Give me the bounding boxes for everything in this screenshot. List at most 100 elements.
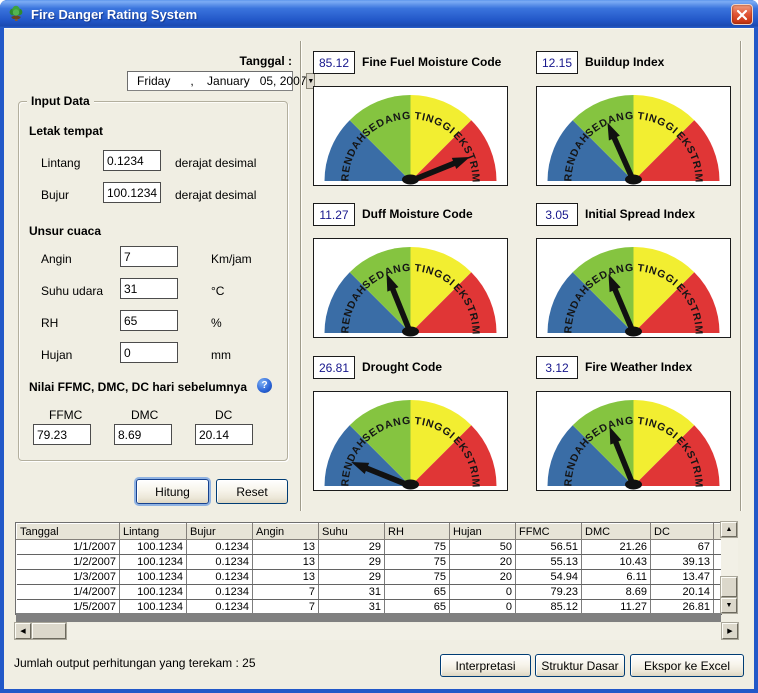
- gauge-title: Buildup Index: [585, 55, 665, 69]
- column-header: FFMC: [515, 523, 582, 540]
- table-header-row: Tanggal Lintang Bujur Angin Suhu RH Hujan FFMC D…: [16, 523, 722, 540]
- ffmc-prev-label: FFMC: [49, 408, 83, 422]
- table-cell: 20: [449, 569, 516, 585]
- location-section-title: Letak tempat: [29, 124, 104, 138]
- table-cell: 1/3/2007: [16, 569, 120, 585]
- table-cell: 0.1234: [186, 599, 253, 615]
- table-row[interactable]: 1/3/2007 100.1234 0.1234 13 29 75 20 54.94 6.11 1…: [16, 569, 722, 585]
- lintang-label: Lintang: [41, 156, 81, 170]
- results-table: Tanggal Lintang Bujur Angin Suhu RH Hujan FFMC D…: [16, 523, 722, 615]
- help-icon[interactable]: ?: [257, 378, 272, 393]
- table-cell: 1/4/2007: [16, 584, 120, 600]
- column-header: Tanggal: [16, 523, 120, 540]
- table-cell: 1/2/2007: [16, 554, 120, 570]
- interpretasi-button[interactable]: Interpretasi: [440, 654, 531, 677]
- table-cell: 100.1234: [119, 539, 187, 555]
- date-picker[interactable]: Friday , January 05, 2007 ▼: [127, 71, 316, 91]
- rh-unit: %: [211, 316, 222, 330]
- hitung-button[interactable]: Hitung: [136, 479, 209, 504]
- gauge-value-box: 85.12: [313, 51, 355, 74]
- gauge-needle: [386, 273, 414, 335]
- table-row[interactable]: 1/2/2007 100.1234 0.1234 13 29 75 20 55.13 10.43…: [16, 554, 722, 570]
- gauge-value-box: 3.05: [536, 203, 578, 226]
- scroll-down-icon[interactable]: ▼: [721, 598, 737, 613]
- table-cell: 21.26: [581, 539, 651, 555]
- ffmc-prev-field[interactable]: [33, 424, 91, 445]
- gauge-sector-rendah: [547, 120, 634, 181]
- scroll-up-icon[interactable]: ▲: [721, 522, 737, 537]
- weather-section-title: Unsur cuaca: [29, 224, 102, 238]
- column-header: Bujur: [186, 523, 253, 540]
- lintang-unit: derajat desimal: [175, 156, 257, 170]
- table-cell: 79.23: [515, 584, 582, 600]
- suhu-field[interactable]: [120, 278, 178, 299]
- gauge-sector-sedang: [349, 247, 411, 333]
- column-header: DC: [650, 523, 714, 540]
- scroll-left-icon[interactable]: ◀: [15, 623, 31, 639]
- table-cell: 6.11: [581, 569, 651, 585]
- gauge-meter: RENDAH SEDANG TINGGI EKSTRIM: [536, 238, 731, 338]
- chevron-down-icon[interactable]: ▼: [306, 73, 316, 89]
- horizontal-scrollbar[interactable]: ◀ ▶: [15, 623, 738, 640]
- table-cell: 0: [449, 599, 516, 615]
- column-header: Angin: [252, 523, 319, 540]
- gauge-needle: [607, 122, 637, 183]
- hujan-field[interactable]: [120, 342, 178, 363]
- scroll-right-icon[interactable]: ▶: [722, 623, 738, 639]
- table-cell: 75: [384, 569, 450, 585]
- table-cell: 31: [318, 599, 385, 615]
- dmc-prev-field[interactable]: [114, 424, 172, 445]
- table-cell: 0.1234: [186, 554, 253, 570]
- gauge-sector-sedang: [349, 400, 411, 486]
- column-header: Hujan: [449, 523, 516, 540]
- hujan-unit: mm: [211, 348, 231, 362]
- rh-field[interactable]: [120, 310, 178, 331]
- gauge-sector-ekstrim: [410, 425, 497, 486]
- bujur-unit: derajat desimal: [175, 188, 257, 202]
- gauge-title: Duff Moisture Code: [362, 207, 473, 221]
- table-cell: 100.1234: [119, 599, 187, 615]
- angin-field[interactable]: [120, 246, 178, 267]
- gauge-sector-tinggi: [633, 247, 695, 333]
- table-cell: 0: [449, 584, 516, 600]
- table-row[interactable]: 1/4/2007 100.1234 0.1234 7 31 65 0 79.23 8.69 20.…: [16, 584, 722, 600]
- table-cell: 39.13: [650, 554, 714, 570]
- angin-unit: Km/jam: [211, 252, 252, 266]
- input-data-group: Input Data Letak tempat Lintang derajat …: [18, 94, 288, 461]
- vertical-scrollbar[interactable]: ▲ ▼: [721, 522, 738, 613]
- bujur-field[interactable]: [103, 182, 161, 203]
- table-row[interactable]: 1/1/2007 100.1234 0.1234 13 29 75 50 56.51 21.26…: [16, 539, 722, 555]
- gauge-sector-sedang: [572, 400, 634, 486]
- gauge-sector-ekstrim: [633, 272, 720, 333]
- dmc-prev-label: DMC: [131, 408, 159, 422]
- close-icon: [736, 9, 748, 20]
- window-title: Fire Danger Rating System: [31, 6, 198, 22]
- table-cell: 7: [252, 584, 319, 600]
- gauge-needle: [609, 426, 637, 488]
- title-bar[interactable]: Fire Danger Rating System: [0, 0, 758, 28]
- column-header: Suhu: [318, 523, 385, 540]
- lintang-field[interactable]: [103, 150, 161, 171]
- dc-prev-field[interactable]: [195, 424, 253, 445]
- table-cell: 31: [318, 584, 385, 600]
- struktur-dasar-button[interactable]: Struktur Dasar: [535, 654, 625, 677]
- column-header: DMC: [581, 523, 651, 540]
- horizontal-scroll-thumb[interactable]: [32, 623, 66, 639]
- table-cell: 1/5/2007: [16, 599, 120, 615]
- gauge-sector-ekstrim: [633, 120, 720, 181]
- vertical-scroll-thumb[interactable]: [721, 577, 737, 597]
- close-button[interactable]: [731, 4, 753, 25]
- gauge-title: Fine Fuel Moisture Code: [362, 55, 502, 69]
- gauge-value-box: 26.81: [313, 356, 355, 379]
- gauge-sector-tinggi: [633, 400, 695, 486]
- table-cell: 0.1234: [186, 569, 253, 585]
- suhu-unit: °C: [211, 284, 225, 298]
- table-cell: 20: [449, 554, 516, 570]
- gauge-meter: RENDAH SEDANG TINGGI EKSTRIM: [536, 391, 731, 491]
- table-cell: 50: [449, 539, 516, 555]
- ekspor-ke-excel-button[interactable]: Ekspor ke Excel: [630, 654, 744, 677]
- reset-button[interactable]: Reset: [216, 479, 288, 504]
- table-cell: 55.13: [515, 554, 582, 570]
- gauge-needle: [409, 157, 470, 184]
- table-cell: 29: [318, 554, 385, 570]
